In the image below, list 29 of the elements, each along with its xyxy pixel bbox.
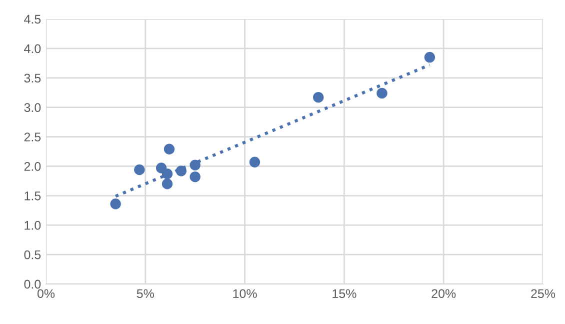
point: [190, 160, 200, 170]
y-tick-label: 2.0: [24, 162, 41, 171]
point: [164, 144, 175, 154]
y-tick-label: 0.0: [24, 280, 41, 289]
y-tick-label: 4.0: [24, 44, 41, 54]
y-tick-label: 1.5: [24, 192, 41, 200]
x-tick-label: 15%: [332, 289, 356, 298]
point: [376, 88, 388, 99]
x-tick-label: 20%: [432, 289, 456, 298]
point: [134, 164, 145, 176]
x-tick-label: 5%: [136, 289, 154, 298]
point: [162, 168, 173, 180]
x-tick-label: 0%: [37, 289, 55, 298]
x-tick-label: 25%: [531, 289, 556, 298]
y-tick-label: 3.5: [24, 74, 41, 83]
y-tick-label: 0.5: [24, 250, 41, 260]
point: [313, 92, 324, 103]
y-tick-label: 3.0: [24, 103, 41, 112]
y-tick-label: 1.0: [24, 220, 41, 230]
point: [249, 156, 260, 168]
point: [424, 52, 436, 63]
point: [110, 198, 121, 210]
point: [190, 171, 200, 182]
point: [156, 162, 167, 174]
point: [162, 178, 173, 190]
x-tick-label: 10%: [233, 289, 257, 298]
y-tick-label: 4.5: [24, 14, 41, 24]
point: [176, 166, 187, 176]
y-tick-label: 2.5: [24, 132, 41, 142]
